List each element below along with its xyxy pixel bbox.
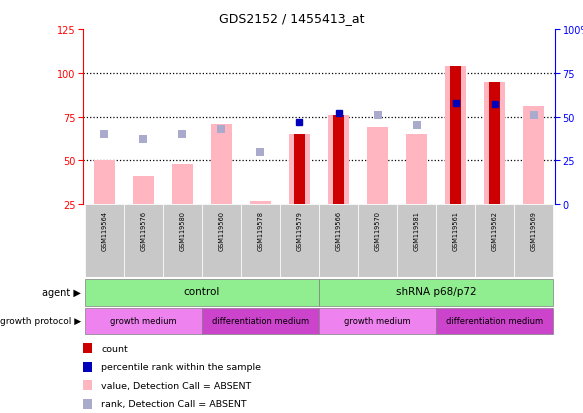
Text: differentiation medium: differentiation medium [212,316,309,325]
Bar [202,204,241,277]
Text: control: control [184,287,220,297]
Text: agent ▶: agent ▶ [42,287,81,297]
Bar [280,204,319,277]
Bar [406,135,427,204]
Text: count: count [101,344,128,353]
Text: rank, Detection Call = ABSENT: rank, Detection Call = ABSENT [101,399,247,408]
Bar [367,128,388,204]
Text: GSM119569: GSM119569 [531,210,536,250]
Text: GSM119564: GSM119564 [101,210,107,250]
Bar [484,82,505,204]
Bar [172,164,193,204]
Bar [289,135,310,204]
Bar [94,161,115,204]
Bar [319,204,357,277]
Text: GSM119581: GSM119581 [413,210,420,250]
Text: growth medium: growth medium [110,316,177,325]
Text: GSM119562: GSM119562 [491,210,497,250]
Bar [241,204,280,277]
Bar [163,204,202,277]
Bar [85,279,319,306]
Text: percentile rank within the sample: percentile rank within the sample [101,362,261,371]
Text: GSM119561: GSM119561 [452,210,458,250]
Text: GSM119570: GSM119570 [374,210,381,250]
Bar [85,309,202,334]
Bar [489,82,500,204]
Bar [319,309,436,334]
Bar [328,116,349,204]
Text: growth medium: growth medium [344,316,411,325]
Text: GSM119580: GSM119580 [180,210,185,250]
Bar [398,204,436,277]
Bar [85,204,124,277]
Text: GSM119576: GSM119576 [141,210,146,250]
Bar [475,204,514,277]
Text: GSM119578: GSM119578 [258,210,264,250]
Bar [250,201,271,204]
Bar [514,204,553,277]
Bar [319,279,553,306]
Text: shRNA p68/p72: shRNA p68/p72 [396,287,476,297]
Text: value, Detection Call = ABSENT: value, Detection Call = ABSENT [101,381,251,390]
Text: growth protocol ▶: growth protocol ▶ [0,317,81,326]
Bar [437,204,475,277]
Bar [359,204,396,277]
Bar [133,177,154,204]
Bar [450,66,461,204]
Bar [124,204,163,277]
Bar [523,107,545,204]
Bar [445,66,466,204]
Bar [294,135,305,204]
Text: GSM119566: GSM119566 [335,210,342,250]
Bar [333,116,344,204]
Text: GSM119579: GSM119579 [297,210,303,250]
Text: GSM119560: GSM119560 [219,210,224,250]
Text: differentiation medium: differentiation medium [446,316,543,325]
Bar [202,309,319,334]
Bar [210,124,232,204]
Bar [437,309,553,334]
Text: GDS2152 / 1455413_at: GDS2152 / 1455413_at [219,12,364,25]
